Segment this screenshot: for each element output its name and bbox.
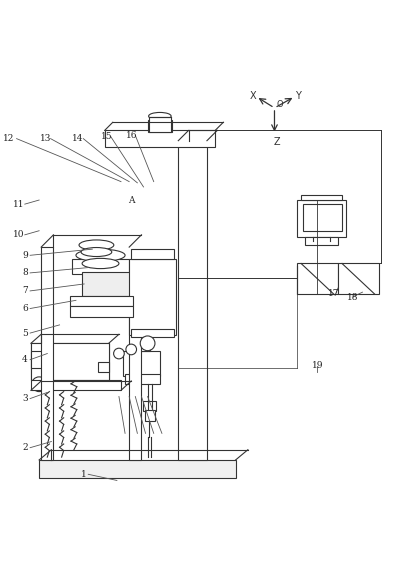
Bar [131, 249, 174, 259]
Bar [31, 380, 121, 390]
Text: 18: 18 [347, 292, 358, 301]
Bar [301, 195, 342, 200]
Text: 3: 3 [22, 394, 28, 403]
Ellipse shape [82, 259, 119, 269]
Bar [178, 141, 207, 460]
Text: 9: 9 [22, 251, 28, 260]
Bar [133, 343, 150, 351]
Text: 14: 14 [72, 134, 84, 143]
Bar [303, 204, 342, 231]
Bar [129, 259, 176, 335]
Bar [338, 264, 379, 294]
Circle shape [114, 348, 124, 359]
Ellipse shape [149, 113, 171, 120]
Bar [149, 117, 171, 133]
Bar [104, 130, 215, 147]
Bar [31, 351, 45, 368]
Bar [41, 247, 53, 460]
Text: X: X [249, 90, 256, 101]
Bar [39, 460, 235, 478]
Bar [72, 259, 129, 274]
Bar [129, 308, 141, 460]
Bar [70, 296, 133, 307]
Text: 11: 11 [13, 200, 24, 209]
Text: 2: 2 [22, 443, 28, 452]
Bar [123, 351, 160, 376]
Text: 1: 1 [81, 470, 87, 479]
Bar [82, 272, 135, 296]
Bar [31, 343, 109, 380]
Text: 10: 10 [13, 231, 24, 239]
Bar [143, 400, 156, 411]
Bar [305, 237, 338, 245]
Circle shape [32, 377, 47, 392]
Text: 17: 17 [328, 289, 339, 298]
Bar [147, 120, 172, 133]
Ellipse shape [79, 240, 114, 250]
Text: 12: 12 [3, 134, 14, 143]
Bar [70, 307, 133, 317]
Text: 6: 6 [22, 304, 28, 313]
Text: 5: 5 [22, 328, 28, 337]
Text: O: O [276, 100, 283, 109]
Bar [297, 264, 338, 294]
Text: 4: 4 [22, 355, 28, 364]
Text: 13: 13 [40, 134, 51, 143]
Text: Y: Y [295, 90, 301, 101]
Text: 15: 15 [101, 132, 112, 141]
Bar [145, 410, 154, 421]
Bar [297, 200, 346, 237]
Text: A: A [128, 196, 135, 205]
Bar [98, 362, 109, 372]
Text: 8: 8 [22, 268, 28, 277]
Text: Z: Z [273, 137, 280, 148]
Ellipse shape [76, 249, 125, 261]
Text: 16: 16 [126, 131, 137, 140]
Circle shape [126, 344, 137, 355]
Text: 7: 7 [22, 287, 28, 295]
Text: 19: 19 [312, 362, 323, 370]
Bar [131, 329, 174, 337]
Ellipse shape [81, 248, 112, 256]
Bar [31, 343, 109, 380]
Circle shape [140, 336, 155, 351]
Bar [125, 374, 160, 384]
